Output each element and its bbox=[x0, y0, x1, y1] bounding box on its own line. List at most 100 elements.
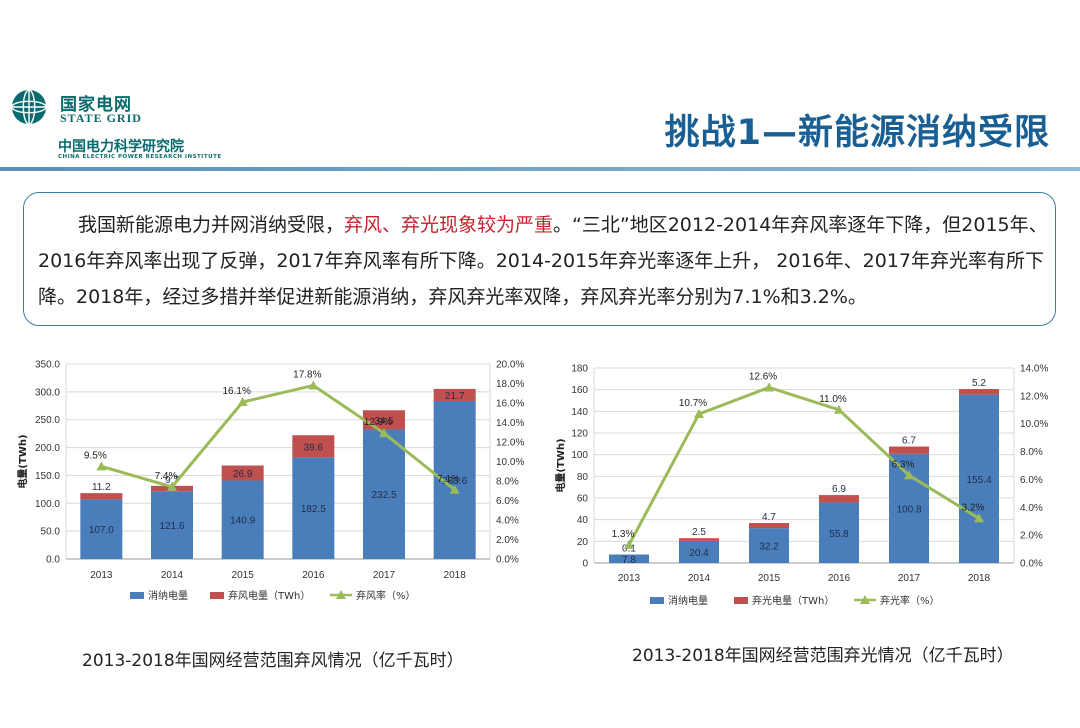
y-tick-label: 140 bbox=[571, 407, 588, 418]
solar-chart-caption: 2013-2018年国网经营范围弃光情况（亿千瓦时） bbox=[632, 646, 1014, 666]
legend-label-rate: 弃风率（%） bbox=[356, 589, 416, 602]
curtailment-rate-label: 11.0% bbox=[819, 394, 847, 405]
curtailment-rate-marker bbox=[96, 461, 107, 471]
y-tick-label: 0.0 bbox=[46, 555, 60, 566]
y2-tick-label: 4.0% bbox=[496, 516, 519, 527]
curtailment-rate-marker bbox=[379, 428, 389, 438]
bar-consumed-label: 140.9 bbox=[230, 516, 255, 527]
logo-text-en: STATE GRID bbox=[60, 111, 142, 125]
bar-consumed-label: 107.0 bbox=[89, 525, 114, 536]
x-tick-label: 2013 bbox=[90, 570, 113, 581]
curtailment-rate-label: 10.7% bbox=[679, 398, 707, 409]
bar-curtailed bbox=[959, 389, 999, 395]
legend-swatch-curtailed bbox=[210, 592, 224, 599]
y-tick-label: 160 bbox=[571, 385, 588, 396]
x-tick-label: 2018 bbox=[968, 573, 991, 584]
curtailment-rate-marker bbox=[167, 481, 177, 491]
y-tick-label: 80 bbox=[577, 472, 589, 483]
intro-text-part1: 我国新能源电力并网消纳受限， bbox=[78, 214, 345, 236]
intro-text-part2: 。“三北”地区2012-2014年弃风率逐年下降，但2015年、2016年弃风率… bbox=[38, 214, 1048, 308]
bar-curtailed bbox=[292, 435, 335, 458]
curtailment-rate-marker bbox=[237, 397, 248, 407]
bar-curtailed-label: 9.7 bbox=[165, 475, 179, 486]
curtailment-rate-label: 7.4% bbox=[155, 471, 178, 482]
y-tick-label: 350.0 bbox=[35, 360, 60, 371]
y2-tick-label: 8.0% bbox=[1020, 447, 1043, 458]
bar-consumed-label: 121.6 bbox=[159, 521, 184, 532]
bar-consumed bbox=[363, 429, 405, 559]
bar-consumed-label: 100.8 bbox=[896, 504, 921, 515]
wind-chart-svg: 0.0 50.0 100.0 150.0 200.0 250.0 300.0 350.0 0.0… bbox=[16, 360, 524, 603]
legend-marker-rate bbox=[860, 595, 870, 604]
curtailment-rate-label: 7.1% bbox=[437, 474, 460, 485]
y2-tick-label: 16.0% bbox=[496, 399, 524, 410]
bar-curtailed-label: 26.9 bbox=[233, 469, 253, 480]
logo-text-cn: 国家电网 bbox=[60, 95, 132, 115]
curtailment-rate-label: 9.5% bbox=[84, 450, 107, 461]
y-tick-label: 60 bbox=[577, 494, 589, 505]
curtailment-rate-label: 12.6% bbox=[749, 372, 777, 383]
bar-curtailed-label: 11.2 bbox=[92, 482, 111, 493]
curtailment-rate-line bbox=[100, 383, 456, 491]
legend-label-rate: 弃光率（%） bbox=[880, 594, 940, 607]
y2-tick-label: 2.0% bbox=[496, 535, 519, 546]
y-axis-title: 电量(TWh) bbox=[16, 434, 29, 488]
curtailment-rate-marker bbox=[904, 470, 914, 480]
curtailment-rate-label: 17.8% bbox=[293, 369, 321, 380]
legend-swatch-curtailed bbox=[734, 597, 748, 604]
x-tick-label: 2016 bbox=[828, 573, 851, 584]
bar-curtailed-label: 2.5 bbox=[692, 527, 706, 538]
bar-curtailed bbox=[749, 523, 789, 529]
curtailment-rate-marker bbox=[764, 382, 774, 392]
intro-paragraph: 我国新能源电力并网消纳受限，弃风、弃光现象较为严重。“三北”地区2012-201… bbox=[38, 207, 1048, 315]
bar-consumed bbox=[292, 457, 335, 559]
header-divider bbox=[0, 167, 1080, 171]
bar-curtailed-label: 0.1 bbox=[622, 543, 636, 554]
y2-tick-label: 6.0% bbox=[496, 496, 519, 507]
x-tick-label: 2016 bbox=[302, 570, 325, 581]
bar-consumed-label: 283.6 bbox=[442, 476, 467, 487]
bar-consumed bbox=[609, 554, 649, 563]
curtailment-rate-label: 1.3% bbox=[612, 529, 635, 540]
y2-tick-label: 12.0% bbox=[496, 438, 524, 449]
bar-curtailed bbox=[819, 495, 859, 503]
y-tick-label: 250.0 bbox=[35, 415, 60, 426]
y2-tick-label: 12.0% bbox=[1020, 391, 1048, 402]
curtailment-rate-marker bbox=[449, 484, 460, 494]
bar-consumed-label: 182.5 bbox=[301, 504, 326, 515]
curtailment-rate-label: 12.9% bbox=[364, 417, 392, 428]
y-tick-label: 100.0 bbox=[35, 499, 60, 510]
y2-tick-label: 0.0% bbox=[496, 555, 519, 566]
x-tick-label: 2017 bbox=[373, 570, 396, 581]
y2-tick-label: 2.0% bbox=[1020, 531, 1043, 542]
bar-consumed-label: 232.5 bbox=[371, 490, 396, 501]
x-tick-label: 2018 bbox=[444, 570, 467, 581]
bar-curtailed-label: 6.7 bbox=[902, 436, 916, 447]
bar-consumed bbox=[151, 491, 193, 559]
x-tick-label: 2015 bbox=[758, 573, 781, 584]
bar-curtailed-label: 34.5 bbox=[374, 416, 394, 427]
y2-tick-label: 6.0% bbox=[1020, 475, 1043, 486]
x-tick-label: 2015 bbox=[232, 570, 255, 581]
x-tick-label: 2014 bbox=[688, 573, 711, 584]
bar-consumed-label: 155.4 bbox=[966, 475, 991, 486]
y-tick-label: 100 bbox=[571, 450, 588, 461]
wind-chart-caption: 2013-2018年国网经营范围弃风情况（亿千瓦时） bbox=[82, 651, 464, 671]
curtailment-rate-label: 3.2% bbox=[962, 502, 985, 513]
bar-consumed-label: 32.2 bbox=[759, 542, 779, 553]
intro-highlight: 弃风、弃光现象较为严重 bbox=[344, 214, 554, 236]
y-tick-label: 120 bbox=[571, 429, 588, 440]
y-tick-label: 180 bbox=[571, 364, 588, 375]
legend-swatch-consumed bbox=[650, 597, 664, 604]
y2-tick-label: 0.0% bbox=[1020, 559, 1043, 570]
bar-curtailed bbox=[221, 465, 264, 481]
x-tick-label: 2017 bbox=[898, 573, 921, 584]
curtailment-rate-label: 6.3% bbox=[892, 459, 915, 470]
curtailment-rate-line bbox=[627, 385, 980, 546]
institute-name-en: CHINA ELECTRIC POWER RESEARCH INSTITUTE bbox=[58, 154, 222, 160]
bar-curtailed bbox=[80, 493, 123, 500]
y2-tick-label: 18.0% bbox=[496, 379, 524, 390]
legend-label-consumed: 消纳电量 bbox=[148, 589, 188, 602]
curtailment-rate-marker bbox=[694, 408, 704, 418]
curtailment-rate-marker bbox=[834, 404, 844, 414]
